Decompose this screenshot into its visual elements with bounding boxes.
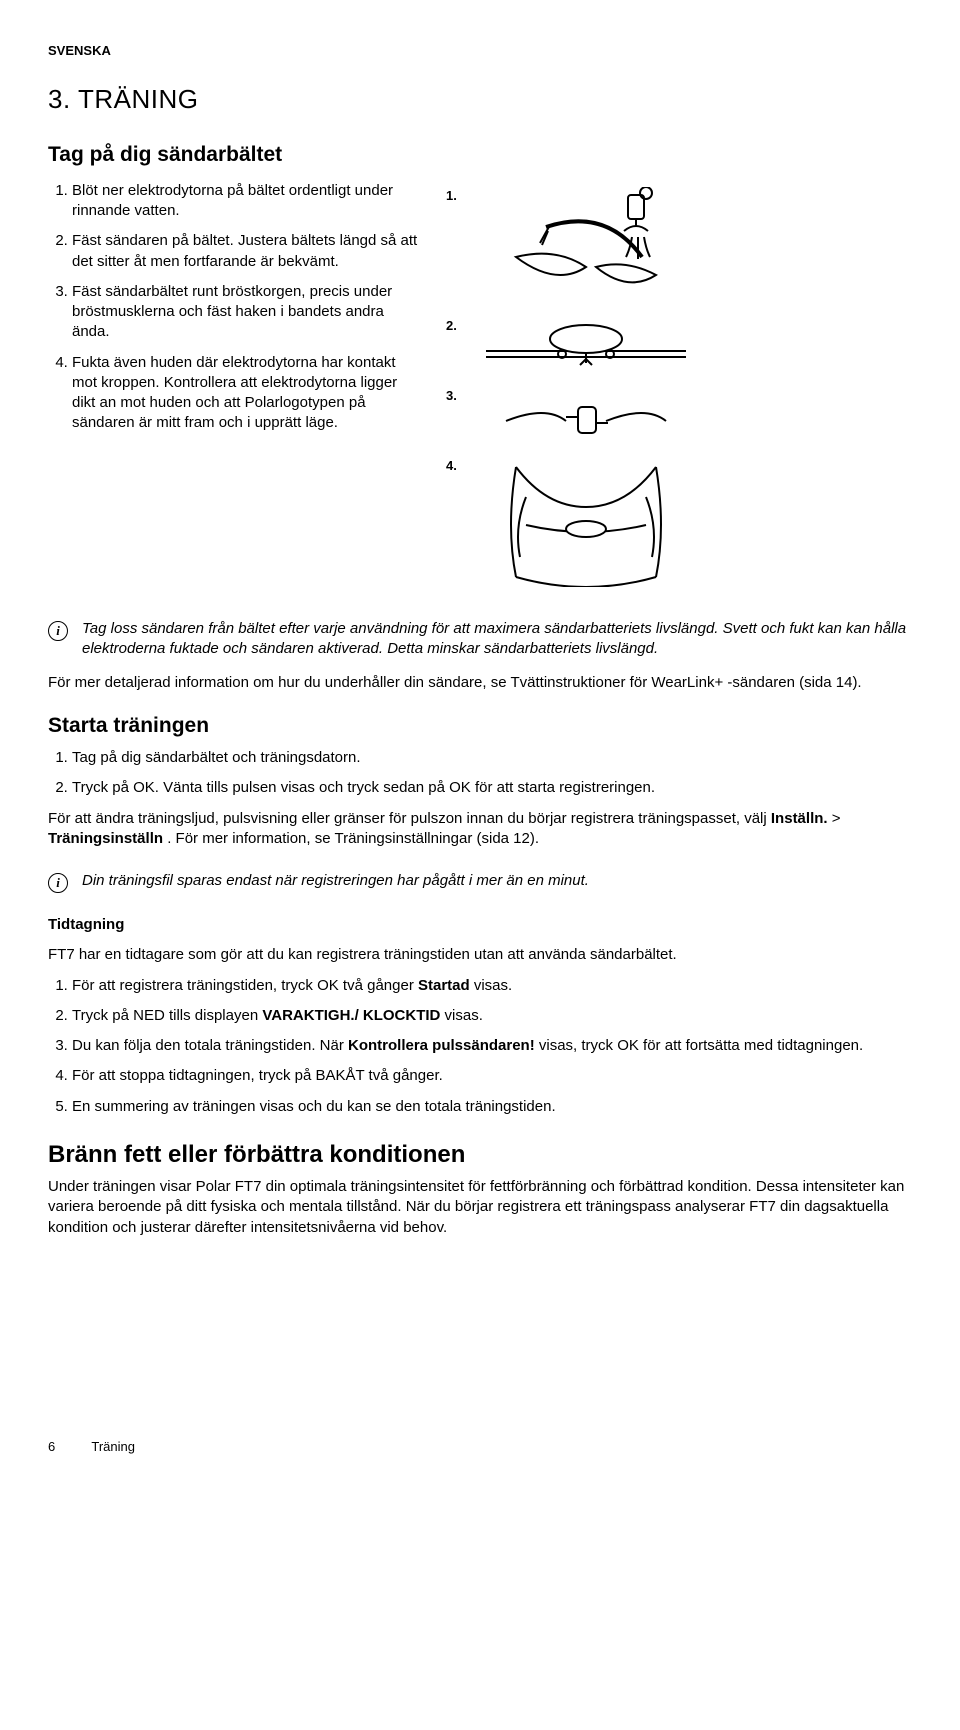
clasp-icon <box>476 387 706 447</box>
list-item: För att registrera träningstiden, tryck … <box>72 976 912 996</box>
list-item: Tryck på NED tills displayen VARAKTIGH./… <box>72 1006 912 1026</box>
list-item: Tag på dig sändarbältet och träningsdato… <box>72 748 912 768</box>
page-footer: 6 Träning <box>48 1438 912 1456</box>
timer-steps-list: För att registrera träningstiden, tryck … <box>48 976 912 1117</box>
list-item: Fäst sändarbältet runt bröstkorgen, prec… <box>72 282 418 343</box>
section-heading-burn: Bränn fett eller förbättra konditionen <box>48 1139 912 1171</box>
page-number: 6 <box>48 1438 88 1456</box>
settings-para: För att ändra träningsljud, pulsvisning … <box>48 809 912 850</box>
torso-icon <box>476 457 706 587</box>
list-item: Fäst sändaren på bältet. Justera bältets… <box>72 231 418 272</box>
list-item: För att stoppa tidtagningen, tryck på BA… <box>72 1066 912 1086</box>
info-icon: i <box>48 873 68 893</box>
illustration-number: 2. <box>446 317 464 335</box>
section-heading-timer: Tidtagning <box>48 915 912 935</box>
burn-body: Under träningen visar Polar FT7 din opti… <box>48 1177 912 1238</box>
illustration-number: 3. <box>446 387 464 405</box>
note-text: Tag loss sändaren från bältet efter varj… <box>82 619 912 660</box>
footer-section-label: Träning <box>91 1439 135 1454</box>
language-label: SVENSKA <box>48 42 912 60</box>
note-text: Din träningsfil sparas endast när regist… <box>82 871 589 893</box>
section-heading-belt: Tag på dig sändarbältet <box>48 141 912 169</box>
start-steps-list: Tag på dig sändarbältet och träningsdato… <box>48 748 912 799</box>
illustration-number: 1. <box>446 187 464 205</box>
list-item: Tryck på OK. Vänta tills pulsen visas oc… <box>72 778 912 798</box>
faucet-strap-icon <box>476 187 706 307</box>
belt-steps-list: Blöt ner elektrodytorna på bältet ordent… <box>48 181 418 434</box>
illustration-number: 4. <box>446 457 464 475</box>
illustration-column: 1. <box>446 181 912 597</box>
list-item: Fukta även huden där elektrodytorna har … <box>72 353 418 434</box>
section-heading-start: Starta träningen <box>48 712 912 740</box>
list-item: Du kan följa den totala träningstiden. N… <box>72 1036 912 1056</box>
list-item: En summering av träningen visas och du k… <box>72 1097 912 1117</box>
chapter-title: 3. TRÄNING <box>48 82 912 117</box>
timer-intro: FT7 har en tidtagare som gör att du kan … <box>48 945 912 965</box>
sensor-attach-icon <box>476 317 706 377</box>
info-icon: i <box>48 621 68 641</box>
list-item: Blöt ner elektrodytorna på bältet ordent… <box>72 181 418 222</box>
detail-para: För mer detaljerad information om hur du… <box>48 673 912 693</box>
